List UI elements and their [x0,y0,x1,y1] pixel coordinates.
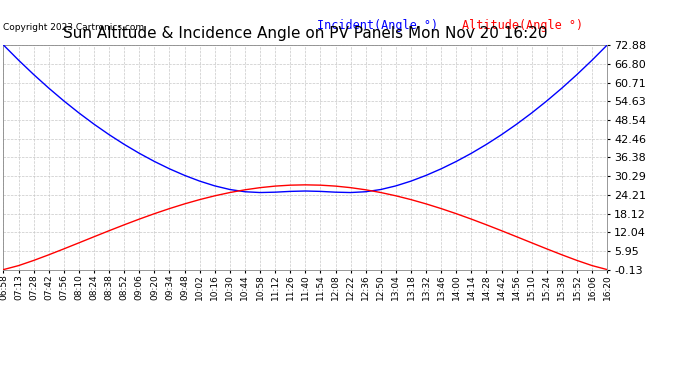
Text: Incident(Angle °): Incident(Angle °) [317,18,439,32]
Title: Sun Altitude & Incidence Angle on PV Panels Mon Nov 20 16:20: Sun Altitude & Incidence Angle on PV Pan… [63,26,548,41]
Text: Copyright 2023 Cartronics.com: Copyright 2023 Cartronics.com [3,22,145,32]
Text: Altitude(Angle °): Altitude(Angle °) [462,18,584,32]
